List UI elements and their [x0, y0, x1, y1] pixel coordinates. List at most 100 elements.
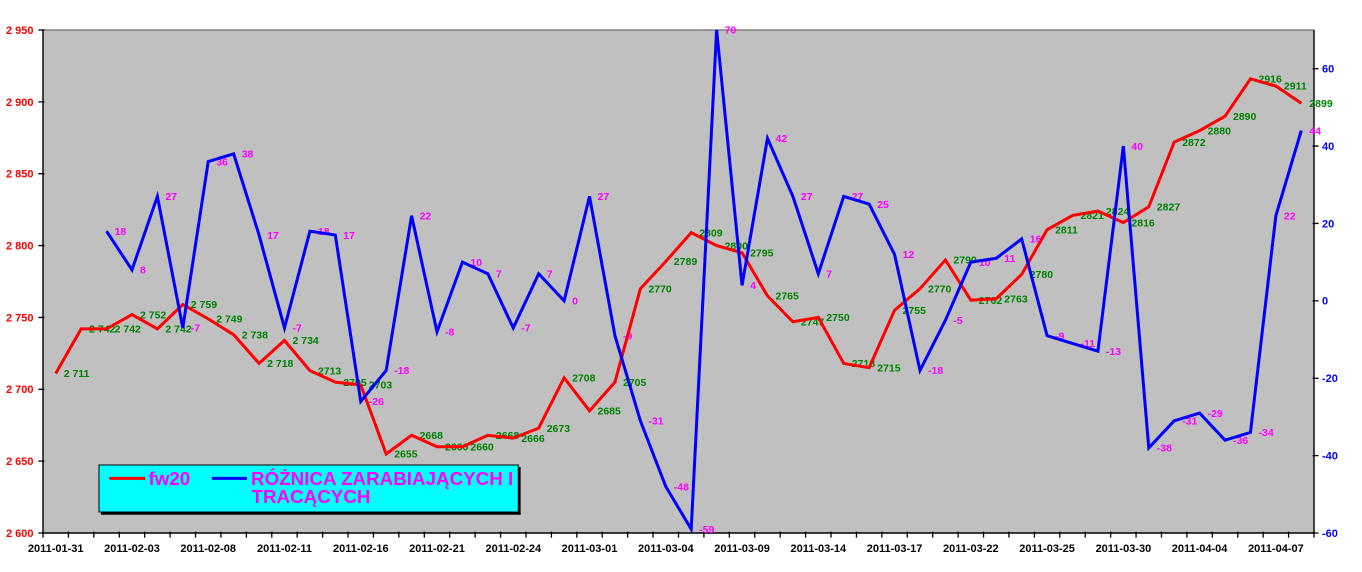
- svg-text:2011-03-01: 2011-03-01: [562, 543, 618, 555]
- svg-text:0: 0: [1322, 296, 1328, 308]
- svg-text:-18: -18: [928, 365, 943, 377]
- svg-text:2713: 2713: [318, 365, 342, 377]
- svg-text:2011-03-17: 2011-03-17: [867, 543, 923, 555]
- svg-text:2011-02-24: 2011-02-24: [485, 543, 542, 555]
- svg-text:2780: 2780: [1030, 269, 1054, 281]
- svg-text:2011-04-04: 2011-04-04: [1172, 543, 1229, 555]
- svg-text:17: 17: [267, 230, 279, 242]
- svg-text:2715: 2715: [877, 362, 901, 374]
- svg-text:-7: -7: [521, 323, 530, 335]
- svg-text:44: 44: [1309, 125, 1321, 137]
- svg-text:2011-03-25: 2011-03-25: [1019, 543, 1075, 555]
- svg-text:2811: 2811: [1055, 225, 1078, 237]
- svg-text:-26: -26: [369, 396, 384, 408]
- svg-text:40: 40: [1131, 141, 1143, 153]
- svg-text:36: 36: [216, 156, 228, 168]
- svg-text:22: 22: [1284, 210, 1296, 222]
- svg-text:11: 11: [1004, 253, 1015, 265]
- svg-text:2789: 2789: [674, 256, 698, 268]
- svg-text:2 749: 2 749: [216, 314, 242, 326]
- svg-text:2668: 2668: [420, 430, 444, 442]
- svg-text:8: 8: [140, 265, 146, 277]
- svg-text:2770: 2770: [648, 283, 672, 295]
- svg-text:22: 22: [420, 210, 432, 222]
- svg-text:2 734: 2 734: [293, 335, 319, 347]
- svg-text:2 742: 2 742: [115, 324, 141, 336]
- svg-text:-60: -60: [1322, 528, 1338, 540]
- svg-text:2011-02-16: 2011-02-16: [333, 543, 389, 555]
- svg-text:10: 10: [979, 257, 991, 269]
- svg-text:2660: 2660: [470, 442, 494, 454]
- svg-text:70: 70: [725, 25, 737, 37]
- svg-text:2872: 2872: [1182, 137, 1206, 149]
- svg-text:2 900: 2 900: [6, 97, 34, 109]
- svg-text:2 742: 2 742: [165, 324, 191, 336]
- svg-text:7: 7: [826, 269, 832, 281]
- svg-text:18: 18: [115, 226, 127, 238]
- svg-text:10: 10: [470, 257, 482, 269]
- svg-text:2 750: 2 750: [6, 312, 34, 324]
- svg-text:2816: 2816: [1131, 217, 1155, 229]
- svg-text:2011-03-22: 2011-03-22: [943, 543, 999, 555]
- svg-text:2765: 2765: [776, 291, 800, 303]
- svg-text:2827: 2827: [1157, 202, 1181, 214]
- svg-text:27: 27: [852, 191, 864, 203]
- svg-text:2824: 2824: [1106, 206, 1130, 218]
- svg-text:2011-03-04: 2011-03-04: [638, 543, 695, 555]
- svg-text:2 752: 2 752: [140, 309, 166, 321]
- svg-text:2011-02-11: 2011-02-11: [257, 543, 312, 555]
- svg-text:-9: -9: [1055, 330, 1064, 342]
- svg-text:12: 12: [903, 249, 915, 261]
- svg-text:2 650: 2 650: [6, 456, 34, 468]
- svg-text:2880: 2880: [1208, 125, 1232, 137]
- svg-text:-7: -7: [191, 323, 200, 335]
- svg-text:2 700: 2 700: [6, 384, 34, 396]
- svg-text:2763: 2763: [1004, 293, 1028, 305]
- svg-text:-8: -8: [445, 327, 454, 339]
- svg-text:RÓŻNICA ZARABIAJĄCYCH I: RÓŻNICA ZARABIAJĄCYCH I: [251, 468, 513, 489]
- svg-text:-38: -38: [1157, 443, 1172, 455]
- svg-text:-7: -7: [293, 323, 302, 335]
- svg-text:2685: 2685: [598, 406, 622, 418]
- svg-text:16: 16: [1030, 234, 1042, 246]
- svg-text:-59: -59: [699, 524, 714, 536]
- svg-text:2673: 2673: [547, 423, 571, 435]
- svg-text:2011-03-09: 2011-03-09: [714, 543, 770, 555]
- svg-text:2655: 2655: [394, 449, 418, 461]
- svg-text:2011-02-08: 2011-02-08: [180, 543, 236, 555]
- svg-text:2 711: 2 711: [64, 368, 90, 380]
- svg-text:-29: -29: [1208, 408, 1223, 420]
- svg-text:17: 17: [343, 230, 355, 242]
- svg-text:2011-01-31: 2011-01-31: [28, 543, 84, 555]
- svg-text:2899: 2899: [1309, 98, 1333, 110]
- svg-text:-34: -34: [1259, 427, 1274, 439]
- svg-text:2708: 2708: [572, 373, 596, 385]
- svg-text:2011-02-21: 2011-02-21: [409, 543, 465, 555]
- svg-text:-40: -40: [1322, 451, 1338, 463]
- svg-text:0: 0: [572, 296, 578, 308]
- svg-text:27: 27: [598, 191, 610, 203]
- svg-text:60: 60: [1322, 64, 1334, 76]
- svg-text:2011-03-30: 2011-03-30: [1096, 543, 1152, 555]
- svg-text:-20: -20: [1322, 373, 1338, 385]
- svg-text:2666: 2666: [521, 433, 545, 445]
- svg-text:25: 25: [877, 199, 889, 211]
- svg-text:7: 7: [496, 269, 502, 281]
- svg-text:27: 27: [801, 191, 813, 203]
- svg-text:2 850: 2 850: [6, 169, 34, 181]
- svg-text:2 950: 2 950: [6, 25, 34, 37]
- svg-text:2750: 2750: [826, 312, 850, 324]
- svg-text:2011-03-14: 2011-03-14: [790, 543, 847, 555]
- svg-text:-5: -5: [953, 315, 962, 327]
- svg-text:2 759: 2 759: [191, 299, 217, 311]
- svg-text:2 600: 2 600: [6, 528, 34, 540]
- svg-text:-18: -18: [394, 365, 409, 377]
- svg-text:-31: -31: [648, 416, 663, 428]
- svg-text:-13: -13: [1106, 346, 1121, 358]
- svg-text:2911: 2911: [1284, 81, 1307, 93]
- svg-text:2890: 2890: [1233, 111, 1257, 123]
- svg-text:2 718: 2 718: [267, 358, 293, 370]
- svg-text:-48: -48: [674, 481, 689, 493]
- svg-text:fw20: fw20: [149, 468, 191, 489]
- svg-text:2011-02-03: 2011-02-03: [104, 543, 160, 555]
